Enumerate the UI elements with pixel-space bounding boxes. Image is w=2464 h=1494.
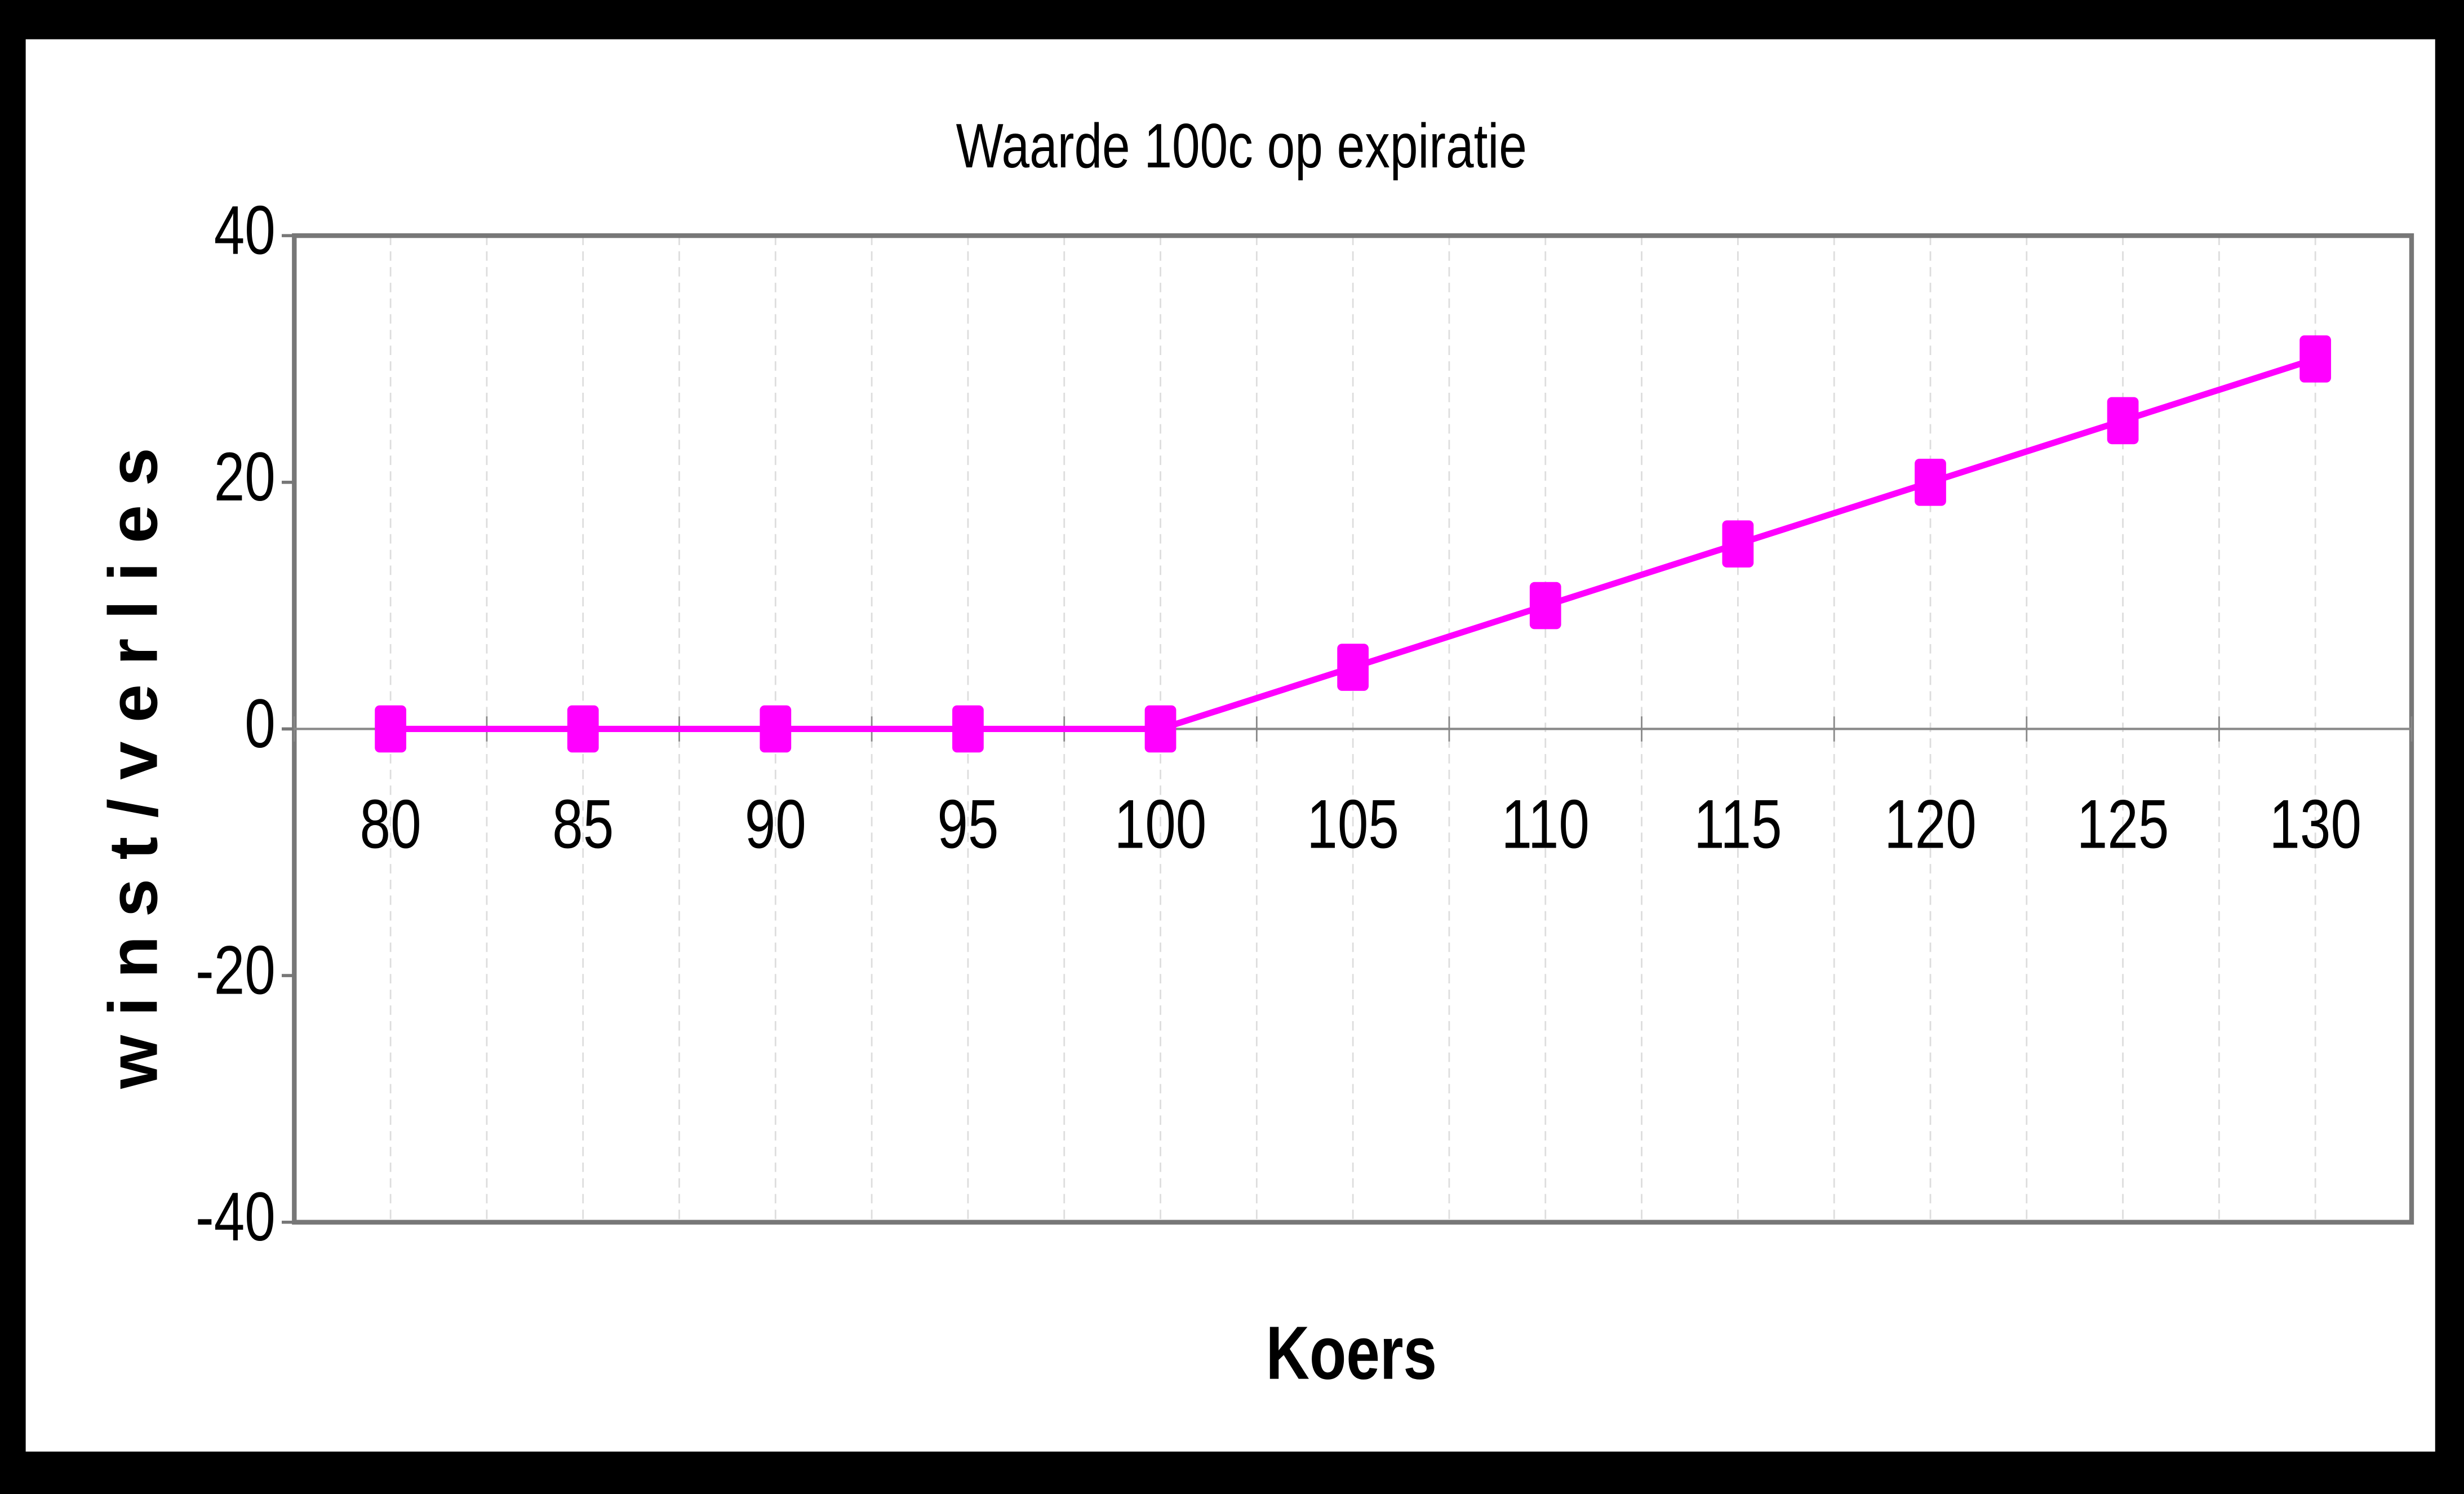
data-point — [1529, 582, 1561, 629]
x-tick-label: 80 — [360, 785, 421, 863]
x-axis-label: Koers — [1266, 1310, 1437, 1395]
data-point — [1915, 458, 1946, 506]
data-point — [2299, 335, 2332, 383]
x-tick-label: 110 — [1502, 785, 1590, 863]
chart-background — [25, 39, 2435, 1452]
chart-title: Waarde 100c op expiratie — [956, 112, 1527, 181]
data-point — [1144, 705, 1176, 753]
data-point — [1722, 520, 1754, 568]
x-tick-label: 120 — [1884, 785, 1977, 863]
x-tick-label: 115 — [1694, 785, 1782, 863]
x-tick-label: 125 — [2077, 785, 2169, 863]
y-tick-label: -40 — [196, 1178, 276, 1256]
x-tick-label: 85 — [552, 785, 614, 863]
data-point — [2107, 397, 2139, 445]
data-point — [952, 705, 984, 753]
x-tick-label: 100 — [1115, 785, 1207, 863]
data-point — [567, 705, 599, 753]
data-point — [760, 705, 792, 753]
data-point — [1337, 644, 1369, 691]
x-tick-label: 90 — [745, 785, 806, 863]
y-tick-label: 20 — [214, 438, 276, 516]
y-tick-label: 40 — [214, 191, 276, 269]
y-tick-label: 0 — [245, 684, 276, 762]
x-tick-label: 130 — [2269, 785, 2361, 863]
y-axis-label: winst/verlies — [95, 429, 172, 1089]
y-tick-label: -20 — [196, 931, 276, 1009]
x-tick-label: 95 — [937, 785, 998, 863]
x-tick-label: 105 — [1307, 785, 1399, 863]
data-point — [375, 705, 406, 753]
